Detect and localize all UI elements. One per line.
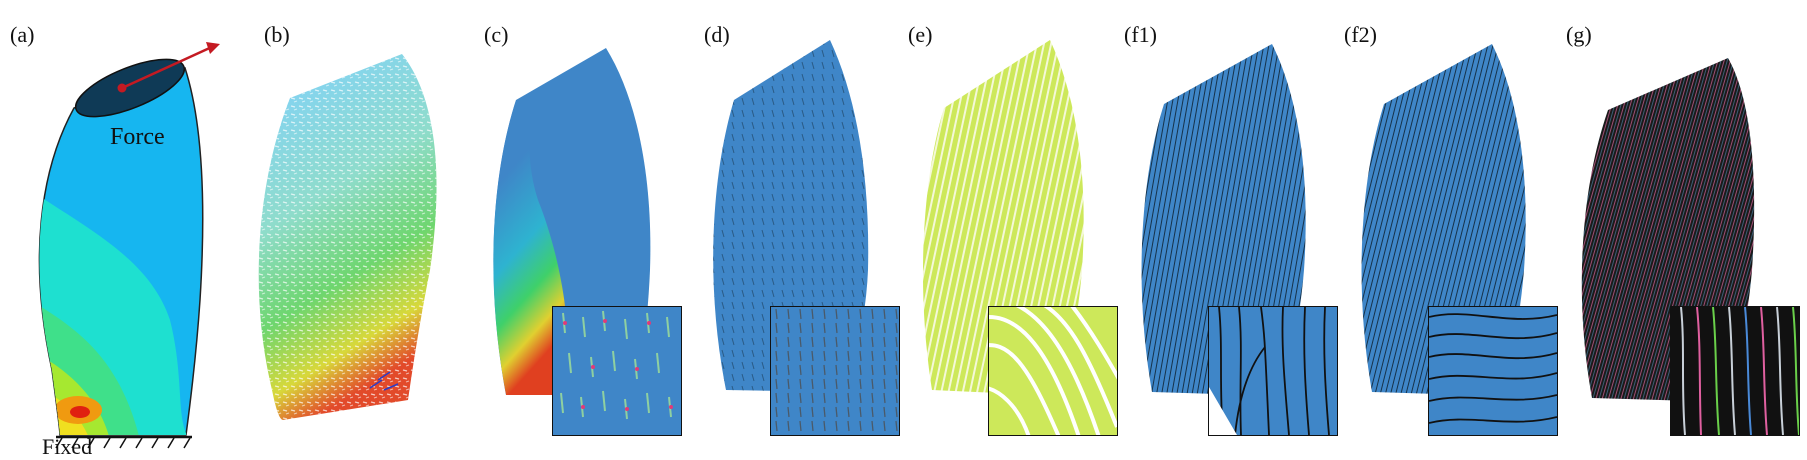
inset-e	[988, 306, 1118, 436]
panel-label-a: (a)	[10, 22, 35, 47]
force-label: Force	[110, 124, 165, 150]
panel-b: (b)	[258, 0, 458, 444]
panel-a: (a) Force Fixed	[0, 0, 240, 459]
inset-c	[552, 306, 682, 436]
panel-e: (e)	[902, 0, 1122, 444]
stress-direction-figure	[258, 54, 437, 420]
inset-f1	[1208, 306, 1338, 436]
sampled-field-figure	[713, 40, 869, 392]
panel-f1: (f1)	[1124, 0, 1344, 444]
inset-d	[770, 306, 900, 436]
panel-c: (c)	[478, 0, 682, 444]
panel-label-f1: (f1)	[1124, 22, 1157, 47]
inset-f2	[1428, 306, 1558, 436]
panel-d: (d)	[698, 0, 900, 444]
stress-field-figure	[38, 42, 220, 449]
panel-label-g: (g)	[1566, 22, 1592, 47]
panel-label-e: (e)	[908, 22, 933, 47]
panel-label-f2: (f2)	[1344, 22, 1377, 47]
force-arrow	[121, 44, 215, 90]
panel-g: (g)	[1560, 0, 1805, 444]
panel-label-c: (c)	[484, 22, 509, 47]
inset-g	[1670, 306, 1800, 436]
fixed-label: Fixed	[42, 434, 93, 459]
panel-label-b: (b)	[264, 22, 290, 47]
panel-label-d: (d)	[704, 22, 730, 47]
panel-f2: (f2)	[1344, 0, 1564, 444]
loaded-rim	[74, 58, 186, 118]
